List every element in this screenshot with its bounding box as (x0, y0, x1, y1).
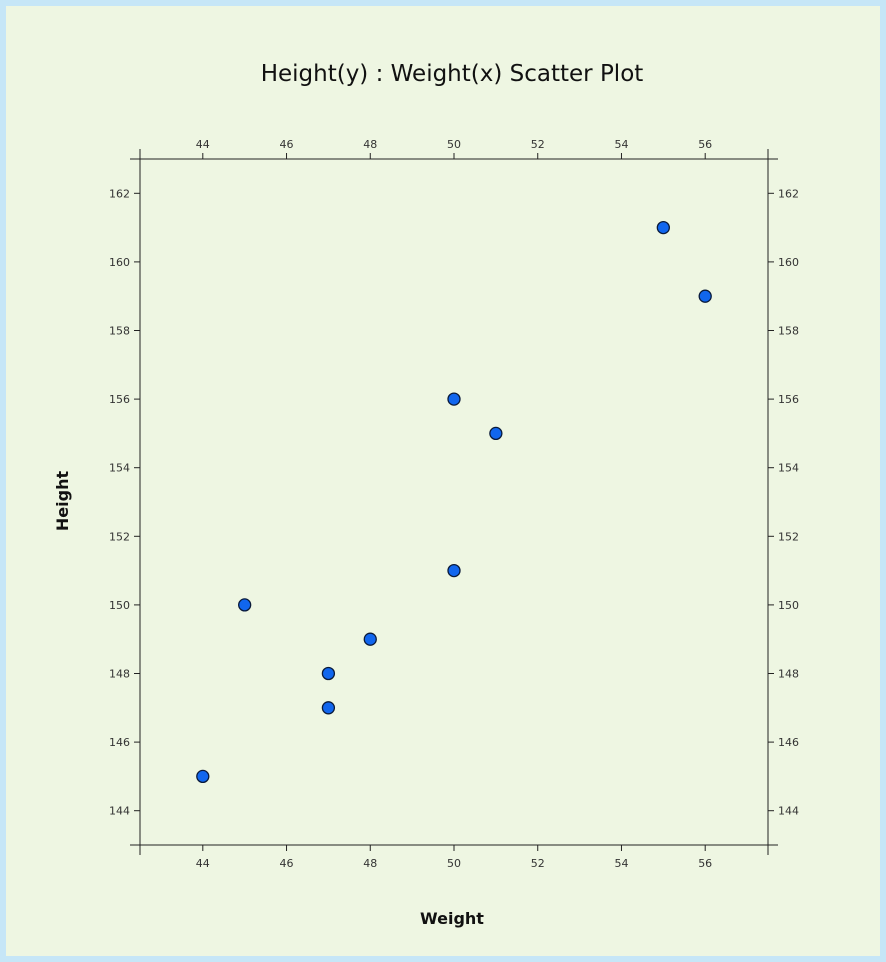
data-point (363, 632, 377, 646)
y-tick-label-right: 162 (778, 187, 799, 200)
x-tick-label-top: 54 (614, 138, 628, 151)
data-point (489, 426, 503, 441)
x-tick-label-bottom: 56 (698, 857, 712, 870)
y-tick-label-right: 154 (778, 462, 799, 475)
x-tick-label-top: 50 (447, 138, 461, 151)
x-axis-ticks: 44 44 46 46 48 48 50 50 52 52 54 54 56 56 (139, 138, 769, 870)
y-tick-label-left: 156 (109, 393, 130, 406)
x-tick-label-bottom: 50 (447, 857, 461, 870)
x-axis-label: Weight (420, 909, 484, 928)
y-tick-label-left: 154 (109, 462, 130, 475)
y-axis-ticks: 144 144 146 146 148 148 150 150 152 152 154 154 156 1… (109, 158, 799, 846)
data-point (698, 289, 712, 303)
y-tick-label-left: 152 (109, 530, 130, 543)
data-points (196, 220, 712, 784)
x-tick-label-bottom: 52 (531, 857, 545, 870)
data-point (238, 598, 252, 612)
y-tick-label-right: 148 (778, 668, 799, 681)
x-tick-label-top: 48 (363, 138, 377, 151)
x-tick-label-top: 56 (698, 138, 712, 151)
y-axis-label: Height (53, 471, 72, 532)
x-tick-label-bottom: 46 (280, 857, 294, 870)
scatter-chart: Height(y) : Weight(x) Scatter Plot 44444… (53, 61, 799, 928)
y-tick-label-left: 150 (109, 599, 130, 612)
x-tick-label-bottom: 54 (614, 857, 628, 870)
y-tick-label-left: 158 (109, 325, 130, 338)
chart-title: Height(y) : Weight(x) Scatter Plot (261, 61, 644, 87)
data-point (321, 701, 336, 715)
x-tick-label-bottom: 44 (196, 857, 210, 870)
y-tick-label-left: 160 (109, 256, 130, 269)
data-point (447, 563, 461, 578)
y-tick-label-right: 144 (778, 805, 799, 818)
data-point (447, 392, 461, 406)
y-tick-label-right: 158 (778, 325, 799, 338)
y-tick-label-right: 160 (778, 256, 799, 269)
x-tick-label-top: 46 (280, 138, 294, 151)
x-tick-label-bottom: 48 (363, 857, 377, 870)
y-tick-label-left: 162 (109, 187, 130, 200)
x-tick-label-top: 52 (531, 138, 545, 151)
y-tick-label-right: 146 (778, 736, 799, 749)
y-tick-label-right: 150 (778, 599, 799, 612)
plot-area (139, 158, 769, 846)
chart-frame: Height(y) : Weight(x) Scatter Plot 44 44 4… (6, 6, 880, 956)
y-tick-label-left: 148 (109, 668, 130, 681)
data-point (656, 220, 670, 235)
y-tick-label-left: 146 (109, 736, 130, 749)
x-tick-label-top: 44 (196, 138, 210, 151)
y-tick-label-left: 144 (109, 805, 130, 818)
y-tick-label-right: 156 (778, 393, 799, 406)
y-tick-label-right: 152 (778, 530, 799, 543)
data-point (321, 666, 336, 681)
data-point (196, 769, 210, 784)
